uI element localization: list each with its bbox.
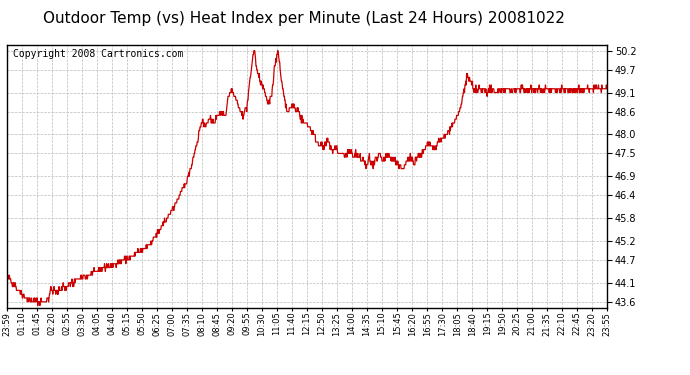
Text: Outdoor Temp (vs) Heat Index per Minute (Last 24 Hours) 20081022: Outdoor Temp (vs) Heat Index per Minute … (43, 11, 564, 26)
Text: Copyright 2008 Cartronics.com: Copyright 2008 Cartronics.com (13, 49, 184, 59)
